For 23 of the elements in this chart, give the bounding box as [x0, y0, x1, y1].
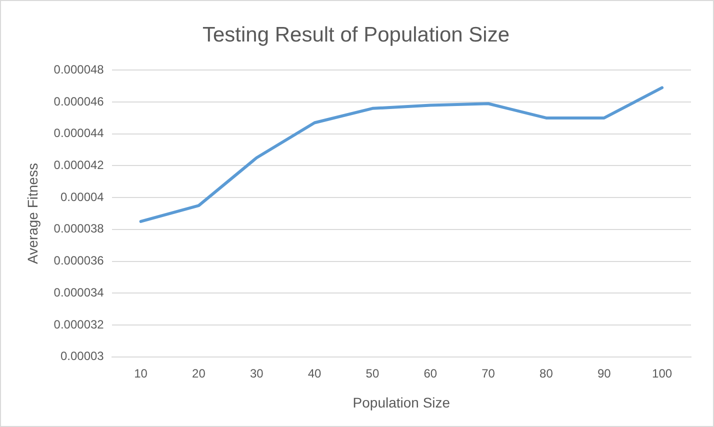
y-tick-label: 0.000044 [54, 126, 104, 140]
y-tick-label: 0.000046 [54, 94, 104, 108]
chart-title: Testing Result of Population Size [202, 23, 510, 46]
x-tick-label: 70 [482, 366, 496, 380]
x-tick-label: 10 [134, 366, 148, 380]
y-tick-label: 0.000048 [54, 62, 104, 77]
y-tick-label: 0.000034 [54, 285, 104, 300]
y-tick-label: 0.000038 [54, 222, 104, 236]
x-axis-title: Population Size [352, 394, 450, 410]
x-tick-label: 100 [652, 366, 672, 380]
x-tick-label: 30 [250, 366, 264, 380]
y-tick-label: 0.00004 [60, 190, 104, 204]
x-tick-label: 50 [366, 366, 380, 380]
x-tick-label: 60 [424, 366, 438, 380]
x-tick-label: 80 [540, 366, 554, 380]
y-tick-label: 0.00003 [60, 349, 104, 364]
x-tick-label: 20 [192, 366, 206, 380]
x-tick-label: 40 [308, 366, 322, 380]
y-tick-label: 0.000042 [54, 158, 104, 172]
y-axis-title: Average Fitness [24, 163, 40, 264]
y-tick-label: 0.000032 [54, 317, 104, 332]
y-tick-label: 0.000036 [54, 254, 104, 268]
x-tick-label: 90 [597, 366, 612, 380]
